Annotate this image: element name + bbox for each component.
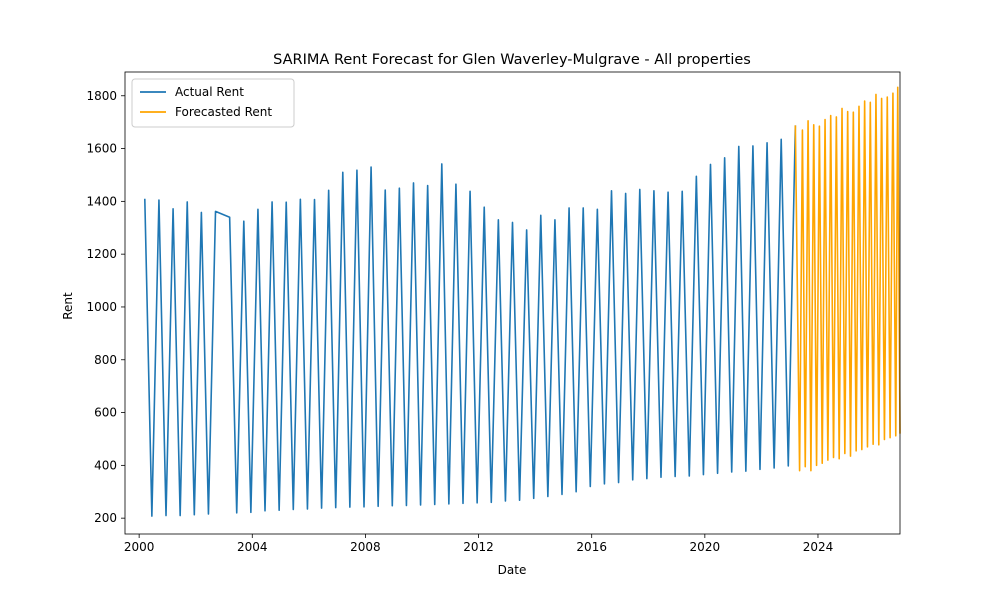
series-line-forecasted-rent [794,86,901,472]
y-tick-label: 1600 [86,142,117,156]
legend-label: Actual Rent [175,85,244,99]
x-axis-label: Date [498,563,527,577]
x-tick-label: 2012 [463,540,494,554]
y-tick-label: 600 [94,406,117,420]
x-tick-label: 2020 [690,540,721,554]
x-tick-label: 2024 [803,540,834,554]
y-tick-label: 200 [94,511,117,525]
x-tick-label: 2008 [350,540,381,554]
y-tick-label: 1000 [86,300,117,314]
plot-area: 2000 2004 2008 2012 2016 2020 2024 200 400 600 800… [86,71,901,554]
y-tick-label: 1800 [86,89,117,103]
y-axis-label: Rent [61,292,75,320]
y-tick-label: 800 [94,353,117,367]
y-tick-label: 1400 [86,194,117,208]
chart-title: SARIMA Rent Forecast for Glen Waverley-M… [273,52,751,68]
y-tick-label: 1200 [86,247,117,261]
x-tick-label: 2004 [237,540,268,554]
series-line-actual-rent [144,125,797,517]
x-tick-label: 2000 [124,540,155,554]
y-tick-label: 400 [94,458,117,472]
x-tick-label: 2016 [576,540,607,554]
legend [131,78,295,128]
axes-frame [124,71,901,535]
legend-label: Forecasted Rent [175,105,272,119]
